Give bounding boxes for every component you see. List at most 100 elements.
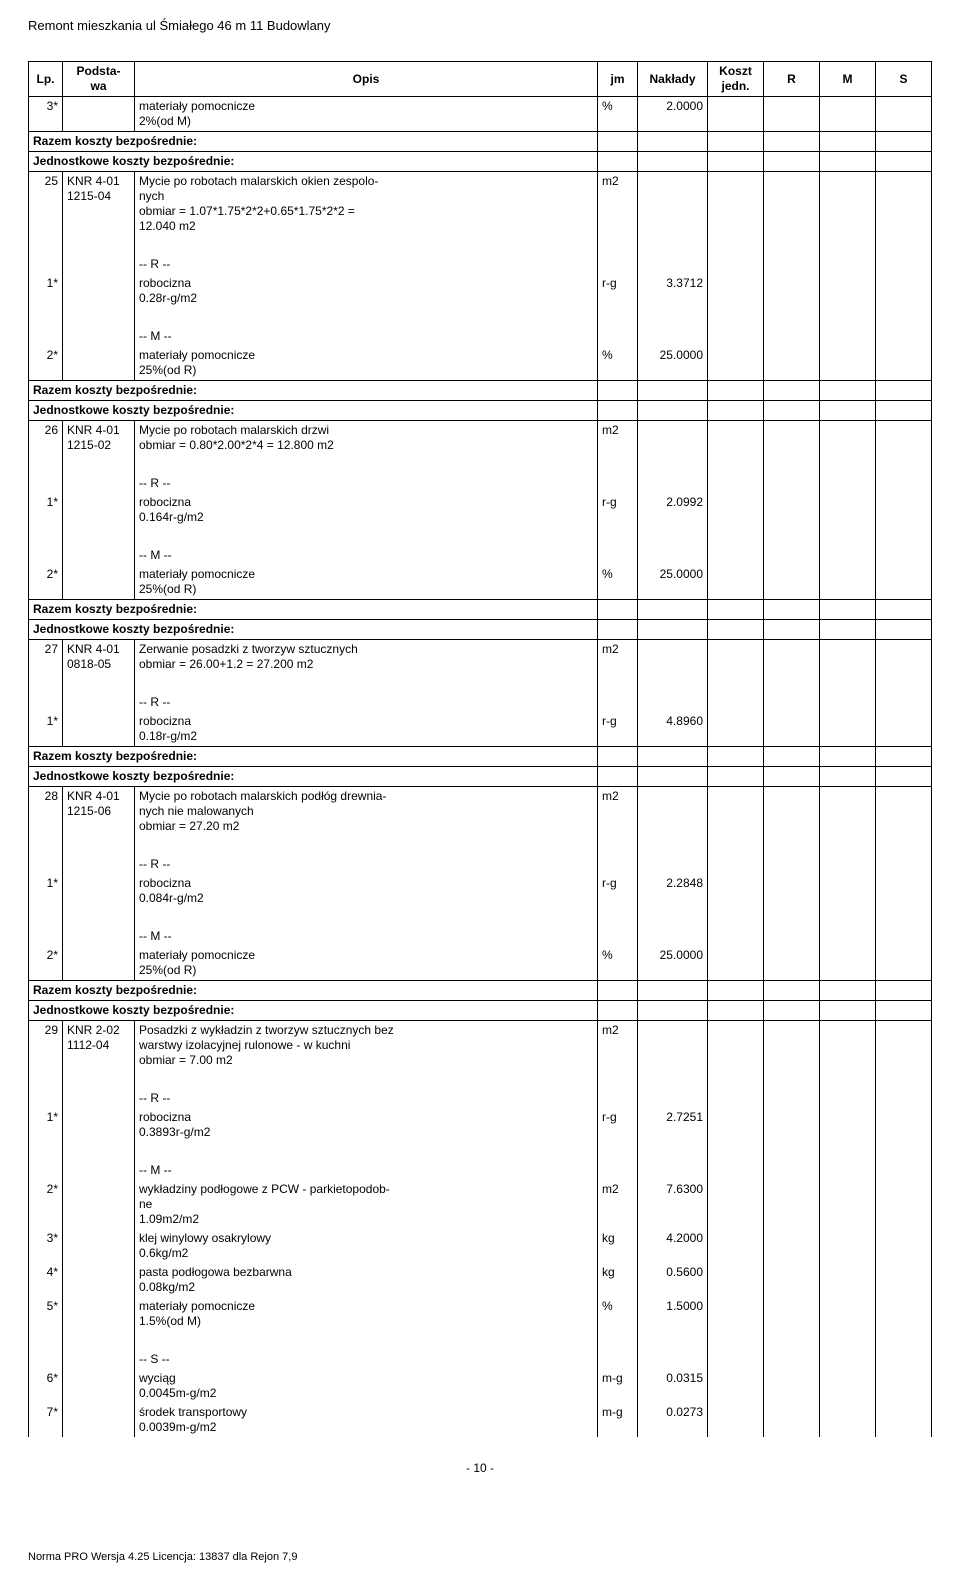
- table-cell: [876, 1331, 932, 1350]
- table-cell: 3.3712: [638, 274, 708, 308]
- table-cell: [876, 1350, 932, 1369]
- table-cell: [876, 1263, 932, 1297]
- table-cell: [820, 874, 876, 908]
- table-cell: [876, 474, 932, 493]
- table-cell: [708, 787, 764, 837]
- table-cell: [598, 527, 638, 546]
- table-cell: [764, 787, 820, 837]
- table-cell: [135, 1070, 598, 1089]
- table-cell: [63, 927, 135, 946]
- table-cell: [764, 172, 820, 237]
- table-cell: 29: [29, 1021, 63, 1071]
- table-cell: [820, 308, 876, 327]
- col-r: R: [764, 62, 820, 97]
- table-cell: [708, 455, 764, 474]
- table-cell: [598, 693, 638, 712]
- table-row: [29, 308, 932, 327]
- table-cell: [820, 640, 876, 675]
- jednostkowe-label: Jednostkowe koszty bezpośrednie:: [29, 620, 598, 640]
- table-cell: [820, 97, 876, 132]
- table-cell: [764, 255, 820, 274]
- cost-table: Lp. Podsta- wa Opis jm Nakłady Koszt jed…: [28, 61, 932, 1437]
- table-cell: [764, 946, 820, 981]
- table-cell: 1*: [29, 712, 63, 747]
- table-cell: [63, 274, 135, 308]
- table-cell: [820, 1297, 876, 1331]
- table-cell: 1*: [29, 1108, 63, 1142]
- table-cell: [638, 474, 708, 493]
- table-cell: [638, 747, 708, 767]
- table-cell: [820, 600, 876, 620]
- table-cell: [598, 1089, 638, 1108]
- table-cell: [708, 600, 764, 620]
- col-lp: Lp.: [29, 62, 63, 97]
- table-cell: [63, 1161, 135, 1180]
- table-cell: [708, 1089, 764, 1108]
- table-cell: 0.5600: [638, 1263, 708, 1297]
- table-row: -- M --: [29, 1161, 932, 1180]
- table-cell: [876, 1180, 932, 1229]
- table-cell: [708, 1001, 764, 1021]
- table-cell: [708, 255, 764, 274]
- table-header-row: Lp. Podsta- wa Opis jm Nakłady Koszt jed…: [29, 62, 932, 97]
- table-cell: [876, 1108, 932, 1142]
- table-cell: m2: [598, 1180, 638, 1229]
- table-cell: [638, 600, 708, 620]
- table-cell: [820, 455, 876, 474]
- table-cell: -- M --: [135, 1161, 598, 1180]
- table-cell: [63, 712, 135, 747]
- table-cell: [876, 1229, 932, 1263]
- table-cell: %: [598, 346, 638, 381]
- table-cell: [708, 908, 764, 927]
- table-cell: [598, 1070, 638, 1089]
- table-row: 5*materiały pomocnicze 1.5%(od M)%1.5000: [29, 1297, 932, 1331]
- table-cell: [876, 1161, 932, 1180]
- table-cell: [29, 855, 63, 874]
- table-cell: [764, 855, 820, 874]
- table-cell: [638, 1001, 708, 1021]
- table-row: -- R --: [29, 855, 932, 874]
- table-row: [29, 1070, 932, 1089]
- table-cell: [63, 327, 135, 346]
- razem-label: Razem koszty bezpośrednie:: [29, 600, 598, 620]
- table-cell: [29, 836, 63, 855]
- table-cell: [764, 712, 820, 747]
- table-cell: [820, 236, 876, 255]
- table-cell: wyciąg 0.0045m-g/m2: [135, 1369, 598, 1403]
- table-cell: [708, 493, 764, 527]
- table-cell: [63, 1089, 135, 1108]
- table-cell: r-g: [598, 274, 638, 308]
- table-cell: [708, 1180, 764, 1229]
- table-cell: [638, 421, 708, 456]
- table-row: -- R --: [29, 474, 932, 493]
- table-cell: -- R --: [135, 255, 598, 274]
- table-row: Razem koszty bezpośrednie:: [29, 381, 932, 401]
- table-cell: [638, 255, 708, 274]
- table-cell: 3*: [29, 1229, 63, 1263]
- table-cell: [598, 152, 638, 172]
- table-cell: [820, 1229, 876, 1263]
- table-cell: [820, 1180, 876, 1229]
- table-cell: [63, 346, 135, 381]
- table-cell: 2.0992: [638, 493, 708, 527]
- table-row: [29, 836, 932, 855]
- table-cell: 6*: [29, 1369, 63, 1403]
- table-cell: [598, 455, 638, 474]
- table-cell: [29, 674, 63, 693]
- table-cell: [598, 981, 638, 1001]
- table-cell: [876, 308, 932, 327]
- table-cell: [764, 401, 820, 421]
- table-cell: m2: [598, 640, 638, 675]
- table-cell: [638, 1070, 708, 1089]
- table-cell: [135, 908, 598, 927]
- table-cell: [708, 981, 764, 1001]
- table-cell: 2*: [29, 946, 63, 981]
- table-cell: [764, 1108, 820, 1142]
- table-cell: [638, 546, 708, 565]
- table-cell: [598, 236, 638, 255]
- table-cell: 4*: [29, 1263, 63, 1297]
- table-cell: [63, 527, 135, 546]
- table-row: 1*robocizna 0.084r-g/m2r-g2.2848: [29, 874, 932, 908]
- table-cell: [820, 712, 876, 747]
- table-cell: [764, 1229, 820, 1263]
